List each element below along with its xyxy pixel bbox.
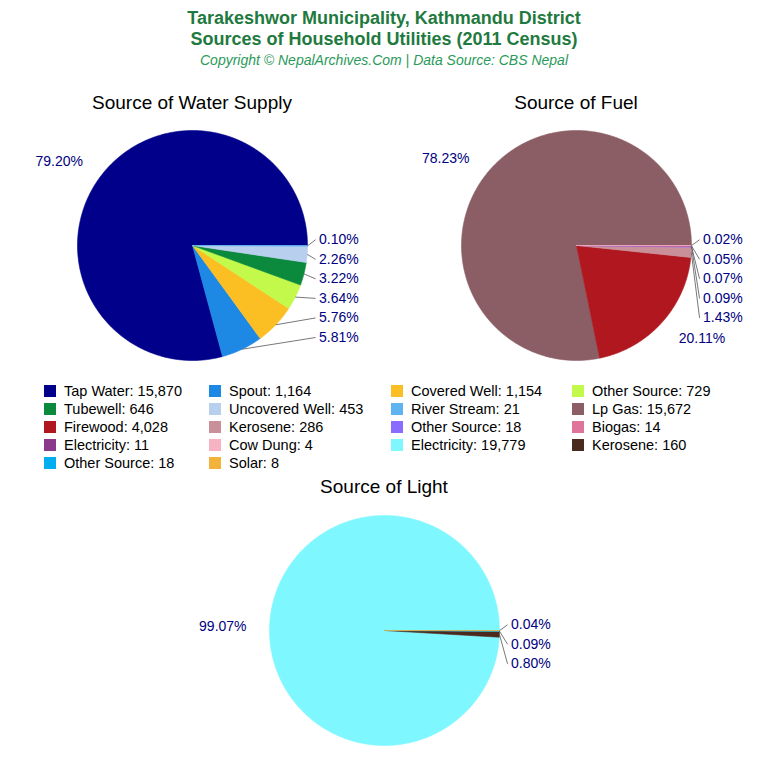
svg-text:2.26%: 2.26% xyxy=(319,251,359,267)
html-text:Source of Light: Source of Light xyxy=(320,476,448,497)
svg-text:0.09%: 0.09% xyxy=(703,290,743,306)
html-text:Electricity: 11: Electricity: 11 xyxy=(64,437,150,453)
html-text:River Stream: 21: River Stream: 21 xyxy=(411,401,520,417)
html-text:Spout: 1,164: Spout: 1,164 xyxy=(229,383,312,399)
svg-text:5.81%: 5.81% xyxy=(319,329,359,345)
html-text:Tubewell: 646: Tubewell: 646 xyxy=(64,401,154,417)
html-text:Covered Well: 1,154: Covered Well: 1,154 xyxy=(411,383,543,399)
svg-text:0.80%: 0.80% xyxy=(511,655,551,671)
svg-text:1.43%: 1.43% xyxy=(703,309,743,325)
html-text:Tarakeshwor Municipality, Kath: Tarakeshwor Municipality, Kathmandu Dist… xyxy=(187,8,581,49)
svg-text:78.23%: 78.23% xyxy=(422,150,469,166)
svg-text:20.11%: 20.11% xyxy=(679,330,725,346)
html-text:Solar: 8: Solar: 8 xyxy=(229,455,279,471)
svg-text:3.22%: 3.22% xyxy=(319,270,359,286)
html-text:Lp Gas: 15,672: Lp Gas: 15,672 xyxy=(592,401,692,417)
html-text:Other Source: 18: Other Source: 18 xyxy=(64,455,175,471)
html-text:Source of Fuel: Source of Fuel xyxy=(514,92,638,113)
html-text:Biogas: 14: Biogas: 14 xyxy=(592,419,661,435)
html-text:Kerosene: 286: Kerosene: 286 xyxy=(229,419,324,435)
svg-text:0.04%: 0.04% xyxy=(511,616,551,632)
html-text:Electricity: 19,779: Electricity: 19,779 xyxy=(411,437,526,453)
html-text:Firewood: 4,028: Firewood: 4,028 xyxy=(64,419,168,435)
html-text:Kerosene: 160: Kerosene: 160 xyxy=(592,437,687,453)
html-text:Copyright © NepalArchives.Com: Copyright © NepalArchives.Com | Data Sou… xyxy=(200,52,568,68)
html-text:Cow Dung: 4: Cow Dung: 4 xyxy=(229,437,313,453)
svg-text:99.07%: 99.07% xyxy=(199,618,246,634)
html-text:Tap Water: 15,870: Tap Water: 15,870 xyxy=(64,383,182,399)
svg-text:0.10%: 0.10% xyxy=(319,231,359,247)
html-text:Uncovered Well: 453: Uncovered Well: 453 xyxy=(229,401,364,417)
html-text:Other Source: 729: Other Source: 729 xyxy=(592,383,711,399)
svg-text:0.07%: 0.07% xyxy=(703,270,743,286)
svg-text:79.20%: 79.20% xyxy=(35,153,82,169)
svg-text:5.76%: 5.76% xyxy=(319,309,359,325)
svg-text:3.64%: 3.64% xyxy=(319,290,359,306)
svg-text:0.05%: 0.05% xyxy=(703,251,743,267)
svg-text:0.09%: 0.09% xyxy=(511,636,551,652)
svg-text:0.02%: 0.02% xyxy=(703,231,743,247)
html-text:Other Source: 18: Other Source: 18 xyxy=(411,419,522,435)
html-text:Source of Water Supply: Source of Water Supply xyxy=(92,92,292,113)
